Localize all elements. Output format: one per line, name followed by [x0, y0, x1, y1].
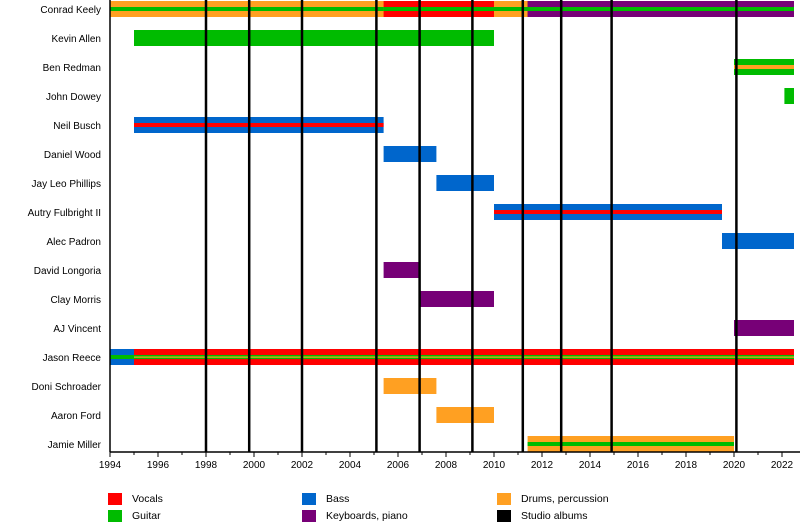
legend-label: Keyboards, piano [326, 510, 408, 522]
bar-stripe-jason-reece [110, 355, 134, 359]
legend-label: Guitar [132, 510, 161, 522]
member-label: Clay Morris [50, 295, 101, 306]
bar-stripe-conrad-keely [527, 7, 794, 11]
legend-swatch [302, 510, 316, 522]
legend-swatch [302, 493, 316, 505]
x-tick-label: 2004 [339, 460, 362, 471]
x-tick-label: 1996 [147, 460, 170, 471]
legend-item-keys: Keyboards, piano [302, 510, 408, 522]
member-label: Kevin Allen [52, 34, 101, 45]
x-tick-label: 1994 [99, 460, 122, 471]
legend-item-bass: Bass [302, 493, 349, 505]
x-tick-label: 2018 [675, 460, 698, 471]
bar-clay-morris [419, 291, 494, 307]
member-label: Neil Busch [53, 121, 101, 132]
legend: Vocals Guitar Bass Keyboards, piano Drum… [0, 490, 800, 525]
legend-swatch [108, 510, 122, 522]
bar-kevin-allen [134, 30, 494, 46]
legend-item-vocals: Vocals [108, 493, 163, 505]
legend-label: Vocals [132, 493, 163, 505]
x-tick-label: 2012 [531, 460, 554, 471]
bar-stripe-conrad-keely [494, 7, 528, 11]
x-tick-label: 2006 [387, 460, 410, 471]
x-tick-label: 2020 [723, 460, 746, 471]
x-tick-label: 2016 [627, 460, 650, 471]
member-label: Conrad Keely [40, 5, 101, 16]
member-label: AJ Vincent [53, 324, 101, 335]
bar-david-longoria [383, 262, 420, 278]
bar-stripe2-jason-reece [110, 356, 794, 358]
member-label: David Longoria [34, 266, 102, 277]
legend-swatch [108, 493, 122, 505]
member-label: Doni Schroader [32, 382, 102, 393]
legend-swatch [497, 493, 511, 505]
member-label: Ben Redman [43, 63, 101, 74]
legend-item-guitar: Guitar [108, 510, 161, 522]
x-tick-label: 2022 [771, 460, 794, 471]
bars-layer [110, 1, 794, 452]
member-label: Aaron Ford [51, 411, 101, 422]
album-lines-layer [204, 0, 738, 452]
x-axis: 1994 1996 1998 2000 2002 2004 2006 2008 2010 2012… [99, 0, 800, 471]
member-label: Autry Fulbright II [28, 208, 101, 219]
bar-stripe-ben-redman [734, 65, 794, 69]
member-label: Jamie Miller [48, 440, 102, 451]
member-label: John Dowey [46, 92, 101, 103]
legend-label: Bass [326, 493, 350, 505]
member-label: Jay Leo Phillips [32, 179, 101, 190]
bar-doni-schroader [383, 378, 437, 394]
x-tick-label: 2014 [579, 460, 602, 471]
bar-stripe-jamie-miller [527, 442, 734, 446]
bar-john-dowey [784, 88, 794, 104]
bar-stripe-conrad-keely [110, 7, 794, 11]
legend-label: Drums, percussion [521, 493, 609, 505]
x-tick-label: 2010 [483, 460, 506, 471]
member-label: Jason Reece [43, 353, 102, 364]
bar-stripe-conrad-keely [110, 7, 384, 11]
bar-jay-leo-phillips [436, 175, 494, 191]
legend-swatch [497, 510, 511, 522]
timeline-chart: Conrad Keely Kevin Allen Ben Redman John Do… [28, 0, 800, 471]
bar-alec-padron [722, 233, 794, 249]
member-label: Daniel Wood [44, 150, 101, 161]
member-labels-layer: Conrad Keely Kevin Allen Ben Redman John Do… [28, 5, 102, 451]
legend-item-drums: Drums, percussion [497, 493, 609, 505]
legend-label: Studio albums [521, 510, 588, 522]
x-tick-label: 2008 [435, 460, 458, 471]
bar-stripe-autry-fulbright-ii [494, 210, 722, 214]
member-label: Alec Padron [47, 237, 101, 248]
bar-aaron-ford [436, 407, 494, 423]
x-tick-label: 2002 [291, 460, 314, 471]
legend-item-albums: Studio albums [497, 510, 588, 522]
bar-aj-vincent [734, 320, 794, 336]
x-tick-label: 1998 [195, 460, 218, 471]
bar-daniel-wood [383, 146, 437, 162]
bar-stripe-neil-busch [134, 123, 384, 127]
x-tick-label: 2000 [243, 460, 266, 471]
